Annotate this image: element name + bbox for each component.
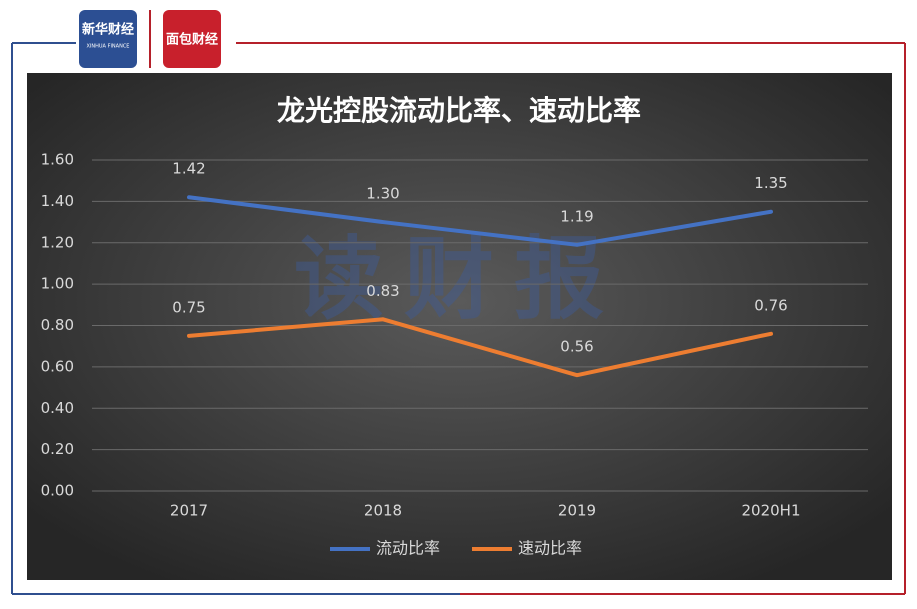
data-label: 0.75	[172, 298, 205, 316]
logo-right-bg	[163, 10, 221, 68]
y-tick-label: 1.20	[41, 233, 74, 251]
series-line	[187, 317, 773, 378]
data-label: 1.19	[560, 207, 593, 225]
chart-area	[27, 73, 892, 580]
frame	[11, 42, 906, 595]
y-tick-label: 0.00	[41, 482, 74, 500]
data-label: 0.56	[560, 338, 593, 356]
y-tick-label: 0.40	[41, 399, 74, 417]
y-tick-label: 0.80	[41, 316, 74, 334]
data-label: 1.30	[366, 185, 399, 203]
watermark: 读财报	[294, 227, 624, 332]
y-tick-label: 0.60	[41, 357, 74, 375]
y-tick-label: 1.60	[41, 151, 74, 169]
series-line	[187, 195, 773, 247]
chart-title: 龙光控股流动比率、速动比率	[277, 94, 641, 127]
y-tick-label: 0.20	[41, 440, 74, 458]
data-label: 0.83	[366, 282, 399, 300]
x-tick-label: 2019	[558, 502, 596, 520]
logo-left: 新华财经	[82, 22, 134, 38]
data-label: 1.35	[754, 174, 787, 192]
data-label: 0.76	[754, 296, 787, 314]
data-label: 1.42	[172, 160, 205, 178]
logo-left-sub: XINHUA FINANCE	[87, 44, 130, 50]
y-tick-label: 1.00	[41, 275, 74, 293]
legend-label: 速动比率	[518, 539, 582, 558]
x-tick-label: 2018	[364, 502, 402, 520]
logo-left-bg	[79, 10, 137, 68]
x-tick-label: 2017	[170, 502, 208, 520]
plot: 0.00 0.20 0.40 0.60 0.80 1.00 1.20 1.40 1.60 2017…	[41, 151, 868, 558]
legend-label: 流动比率	[376, 539, 440, 558]
x-tick-label: 2020H1	[742, 502, 801, 520]
logo-right: 面包财经	[166, 32, 218, 48]
y-tick-label: 1.40	[41, 192, 74, 210]
